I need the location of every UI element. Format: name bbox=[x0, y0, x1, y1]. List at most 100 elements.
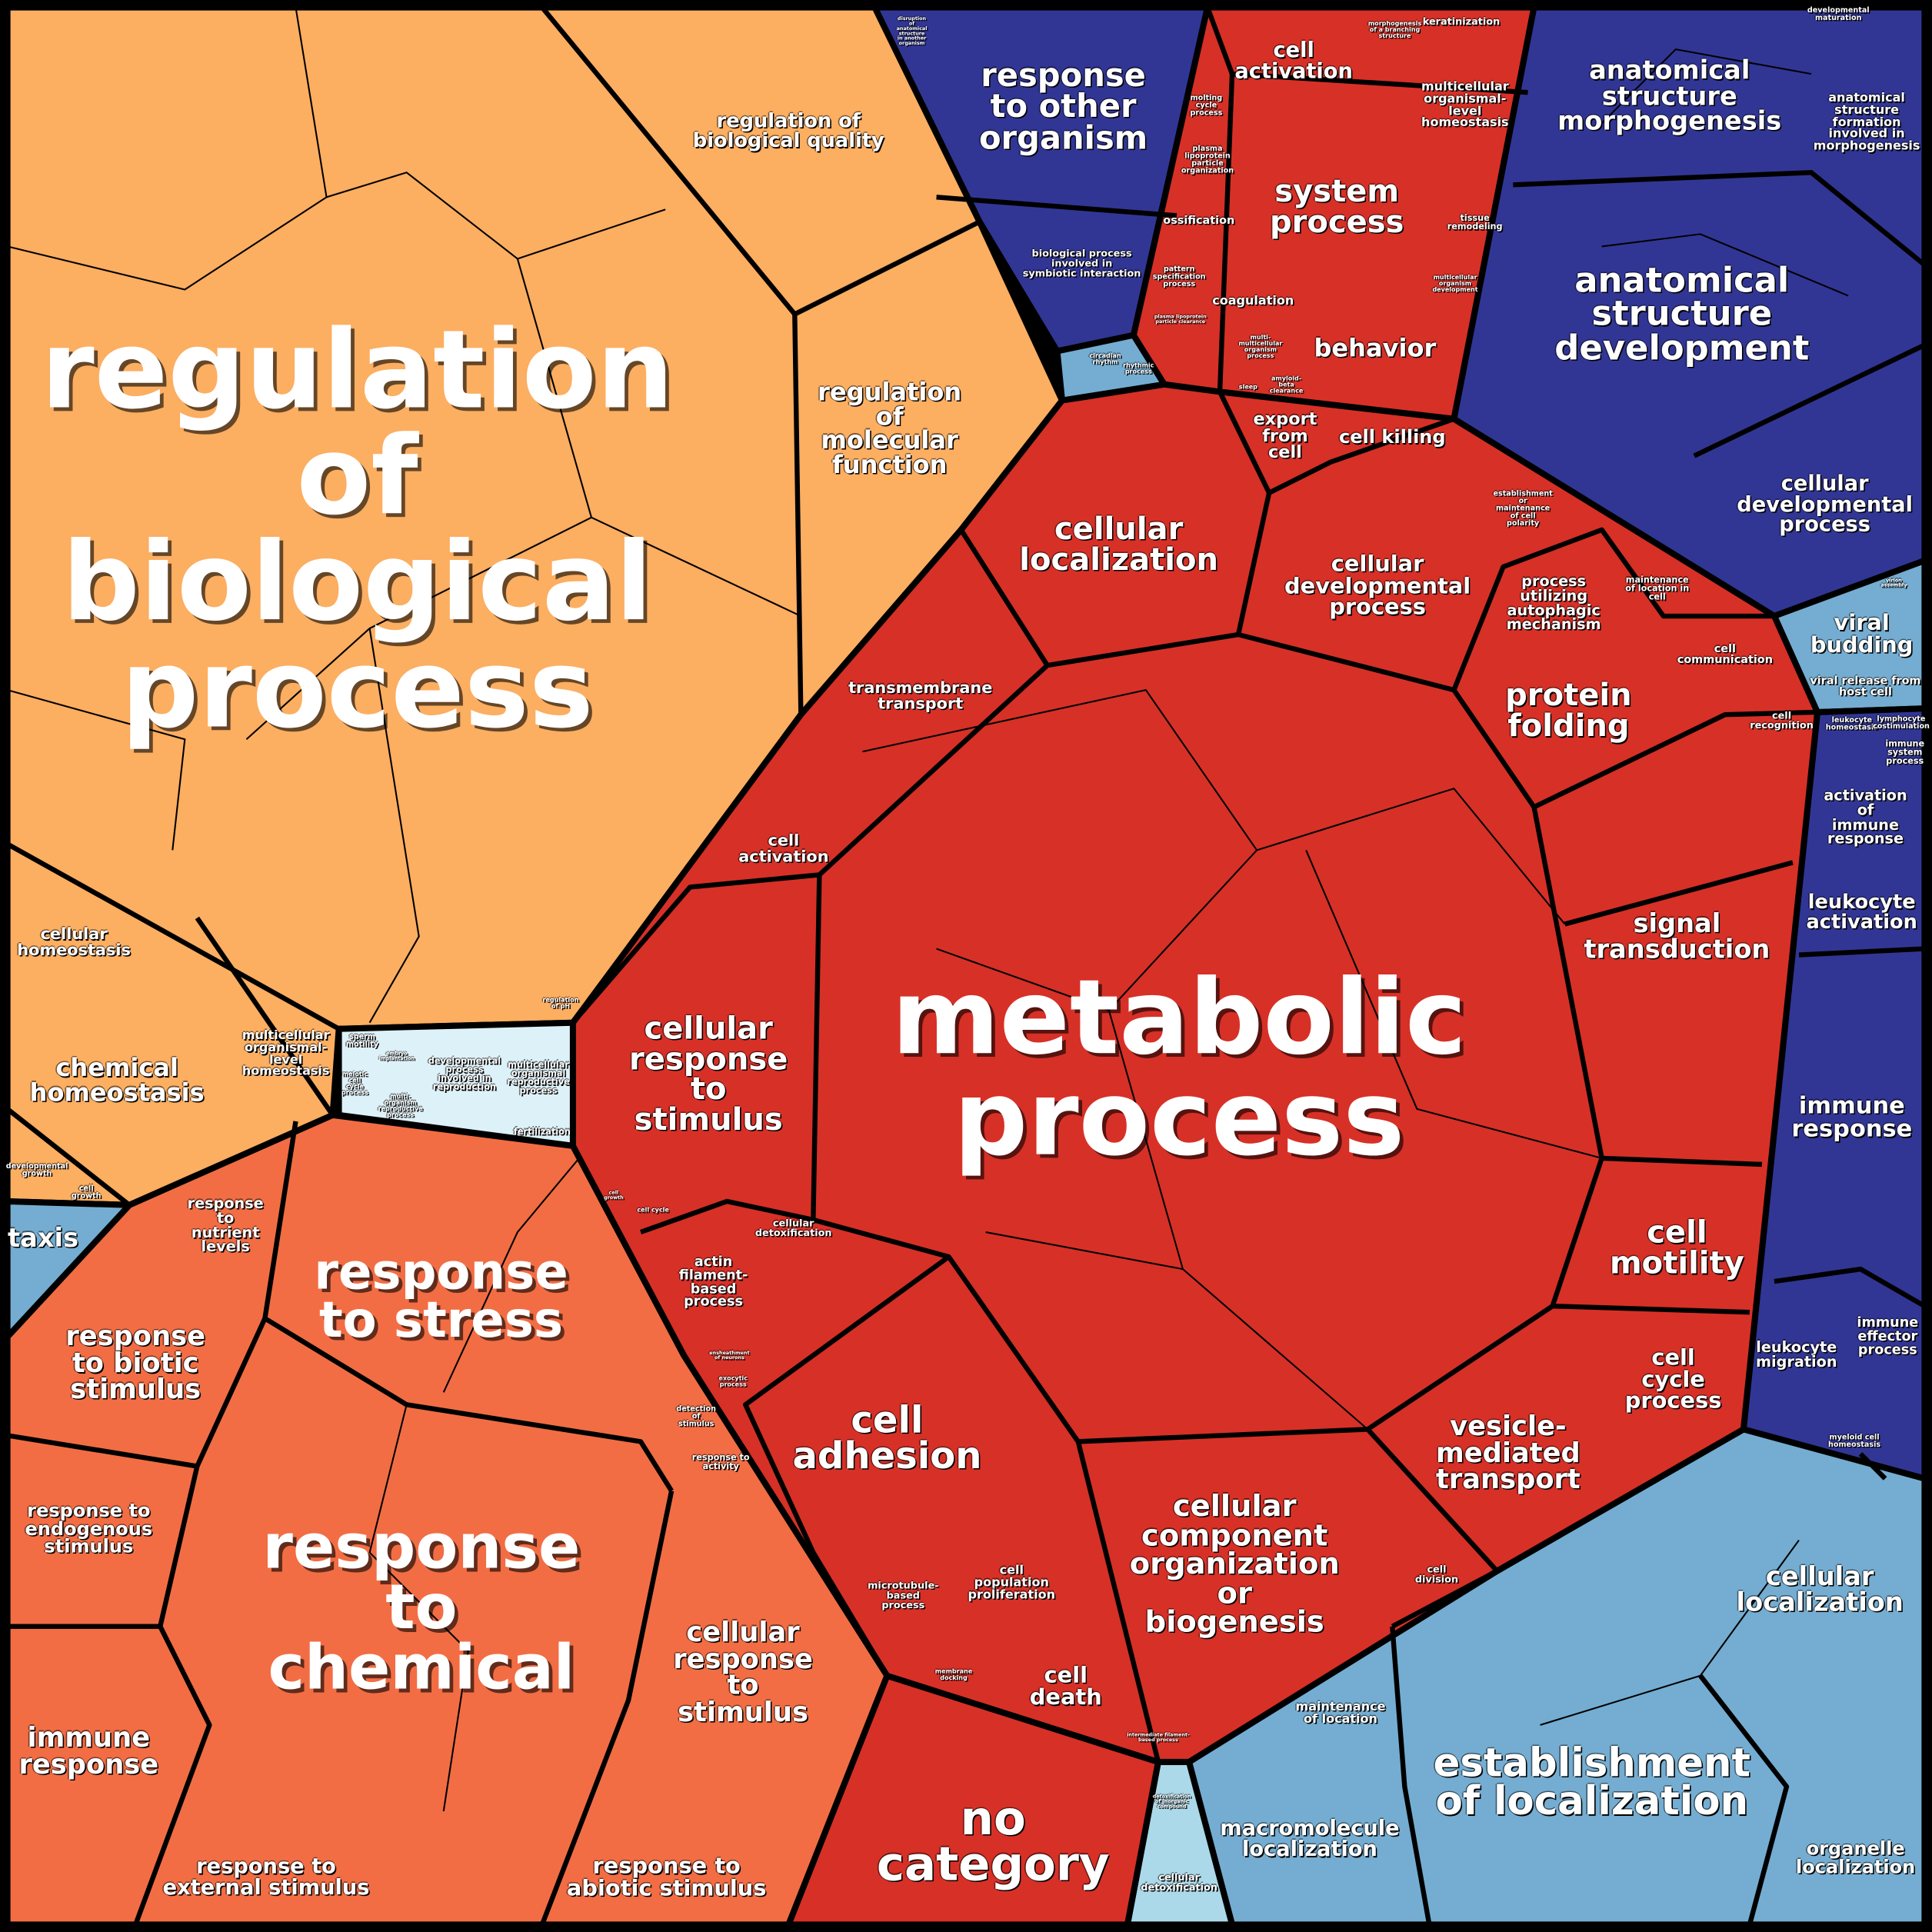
category-label-cell-population-proliferation: cell population proliferation bbox=[968, 1564, 1056, 1602]
category-label-myeloid-cell-homeostasis: myeloid cell homeostasis bbox=[1828, 1433, 1881, 1449]
category-label-cellular-component-organization-or-biogenesis: cellular component organization or bioge… bbox=[1129, 1488, 1340, 1640]
category-label-immune-system-process: immune system process bbox=[1885, 738, 1925, 766]
category-label-response-to-nutrient-levels: response to nutrient levels bbox=[187, 1194, 264, 1256]
category-label-cellular-response-to-stimulus-orange: cellular response to stimulus bbox=[673, 1617, 813, 1728]
category-label-response-to-external-stimulus: response to external stimulus bbox=[162, 1854, 370, 1900]
category-label-protein-folding: protein folding bbox=[1505, 677, 1632, 744]
category-label-morphogenesis-of-a-branching-structure: morphogenesis of a branching structure bbox=[1367, 20, 1422, 40]
category-label-vesicle-mediated-transport: vesicle- mediated transport bbox=[1436, 1411, 1581, 1496]
category-label-response-to-endogenous-stimulus: response to endogenous stimulus bbox=[25, 1499, 153, 1558]
category-label-cellular-detoxification-red: cellular detoxification bbox=[754, 1217, 832, 1239]
category-label-response-to-abiotic-stimulus: response to abiotic stimulus bbox=[566, 1854, 767, 1901]
category-label-response-to-chemical: response to chemical bbox=[262, 1511, 581, 1704]
category-label-multicellular-organismal-level-homeostasis-orange: multicellular organismal- level homeosta… bbox=[242, 1029, 330, 1080]
category-label-plasma-lipoprotein-particle-organization: plasma lipoprotein particle organization bbox=[1181, 144, 1234, 175]
category-label-regulation-of-molecular-function: regulation of molecular function bbox=[818, 376, 962, 479]
category-label-disruption-of-anatomical-structure: disruption of anatomical structure in an… bbox=[896, 15, 928, 45]
category-label-developmental-growth: developmental growth bbox=[5, 1161, 68, 1178]
category-label-viral-budding: viral budding bbox=[1810, 610, 1914, 658]
category-label-circadian-rhythm: circadian rhythm bbox=[1089, 352, 1121, 366]
category-label-activation-of-immune-response: activation of immune response bbox=[1824, 786, 1907, 848]
category-label-behavior: behavior bbox=[1314, 332, 1437, 363]
category-label-detection-of-stimulus: detection of stimulus bbox=[676, 1404, 716, 1428]
category-label-anatomical-structure-development: anatomical structure development bbox=[1554, 259, 1810, 368]
category-label-system-process: system process bbox=[1269, 173, 1404, 239]
category-label-cell-motility: cell motility bbox=[1609, 1214, 1744, 1281]
category-label-anatomical-structure-formation-involved-in-morphogenesis: anatomical structure formation involved … bbox=[1813, 92, 1920, 154]
category-label-cellular-homeostasis: cellular homeostasis bbox=[17, 925, 131, 960]
category-label-ossification: ossification bbox=[1163, 215, 1235, 228]
category-label-regulation-of-biological-quality: regulation of biological quality bbox=[692, 108, 884, 152]
category-label-actin-filament-based-process: actin filament- based process bbox=[678, 1254, 748, 1310]
category-label-membrane-docking: membrane docking bbox=[934, 1668, 973, 1682]
category-label-cellular-localization-red: cellular localization bbox=[1019, 511, 1219, 577]
category-label-cell-growth-orange: cell growth bbox=[71, 1184, 102, 1201]
sub-borders bbox=[5, 5, 1927, 1926]
category-label-establishment-of-localization: establishment of localization bbox=[1433, 1739, 1751, 1825]
category-label-ensheathment-of-neurons: ensheathment of neurons bbox=[709, 1349, 750, 1361]
category-label-tissue-remodeling: tissue remodeling bbox=[1447, 213, 1503, 232]
category-label-multi-multicellular-organism-process: multi- multicellular organism process bbox=[1238, 334, 1283, 360]
category-label-cellular-detoxification-sky: cellular detoxification bbox=[1141, 1871, 1217, 1893]
category-label-cell-activation-red: cell activation bbox=[738, 831, 829, 867]
category-label-immune-response-blue: immune response bbox=[1791, 1092, 1913, 1143]
category-label-meiotic-cell-cycle-process: meiotic cell cycle process bbox=[341, 1071, 368, 1097]
category-label-cellular-developmental-process-blue: cellular developmental process bbox=[1737, 471, 1913, 538]
category-label-lymphocyte-costimulation: lymphocyte costimulation bbox=[1873, 715, 1930, 731]
category-label-anatomical-structure-morphogenesis: anatomical structure morphogenesis bbox=[1557, 55, 1782, 136]
category-label-metabolic-process: metabolic process bbox=[891, 957, 1467, 1180]
category-label-amyloid-beta-clearance: amyloid- beta clearance bbox=[1269, 375, 1304, 395]
category-label-cell-adhesion: cell adhesion bbox=[792, 1399, 982, 1479]
category-label-no-category: no category bbox=[876, 1790, 1110, 1892]
category-label-immune-response-orange: immune response bbox=[18, 1723, 159, 1780]
category-label-multicellular-organismal-level-homeostasis-red: multicellular organismal- level homeosta… bbox=[1421, 80, 1509, 131]
category-label-transmembrane-transport: transmembrane transport bbox=[848, 679, 993, 714]
category-label-embryo-implantation: embryo implantation bbox=[378, 1050, 415, 1061]
category-label-leukocyte-migration: leukocyte migration bbox=[1756, 1338, 1837, 1371]
category-label-exocytic-process: exocytic process bbox=[718, 1375, 748, 1389]
category-label-response-to-biotic-stimulus: response to biotic stimulus bbox=[65, 1321, 206, 1406]
category-label-export-from-cell: export from cell bbox=[1253, 409, 1317, 464]
category-label-response-to-activity: response to activity bbox=[691, 1453, 750, 1471]
category-label-cell-activation-top: cell activation bbox=[1234, 38, 1353, 84]
category-label-cellular-response-to-stimulus-red: cellular response to stimulus bbox=[628, 1010, 788, 1137]
category-label-cellular-developmental-process-red: cellular developmental process bbox=[1284, 551, 1471, 621]
category-label-macromolecule-localization: macromolecule localization bbox=[1220, 1816, 1400, 1862]
category-label-maintenance-of-location: maintenance of location bbox=[1295, 1700, 1386, 1727]
category-label-signal-transduction: signal transduction bbox=[1584, 908, 1770, 964]
category-label-maintenance-of-location-in-cell: maintenance of location in cell bbox=[1625, 575, 1690, 602]
category-label-cell-division: cell division bbox=[1414, 1564, 1459, 1585]
category-label-developmental-maturation: developmental maturation bbox=[1807, 6, 1870, 22]
category-label-pattern-specification-process: pattern specification process bbox=[1152, 265, 1206, 288]
category-label-cell-recognition: cell recognition bbox=[1750, 710, 1814, 731]
category-label-establishment-or-maintenance-of-cell-polarity: establishment or maintenance of cell pol… bbox=[1493, 489, 1553, 528]
category-label-cell-communication: cell communication bbox=[1677, 643, 1773, 667]
category-label-multicellular-organism-development: multicellular organism development bbox=[1432, 274, 1478, 294]
category-label-intermediate-filament-based-process: intermediate filament- based process bbox=[1127, 1731, 1190, 1743]
category-label-cell-killing: cell killing bbox=[1338, 425, 1446, 448]
category-label-detoxification-of-inorganic-compound: detoxification of inorganic compound bbox=[1152, 1793, 1191, 1809]
category-label-cellular-localization-lightblue: cellular localization bbox=[1736, 1561, 1904, 1617]
category-label-cell-cycle: cell cycle bbox=[637, 1207, 669, 1214]
category-label-sperm-motility: sperm motility bbox=[346, 1032, 378, 1049]
category-label-keratinization: keratinization bbox=[1422, 15, 1501, 28]
category-label-developmental-process-involved-in-reproduction: developmental process involved in reprod… bbox=[428, 1056, 501, 1092]
category-label-cell-death: cell death bbox=[1029, 1662, 1102, 1710]
category-label-biological-process-involved-in-symbiotic-interaction: biological process involved in symbiotic… bbox=[1022, 248, 1141, 278]
category-label-leukocyte-homeostasis: leukocyte homeostasis bbox=[1825, 715, 1878, 732]
category-label-chemical-homeostasis: chemical homeostasis bbox=[29, 1052, 205, 1107]
category-label-leukocyte-activation: leukocyte activation bbox=[1806, 890, 1917, 933]
category-label-plasma-lipoprotein-particle-clearance: plasma lipoprotein particle clearance bbox=[1154, 313, 1207, 325]
category-label-immune-effector-process: immune effector process bbox=[1857, 1314, 1919, 1357]
category-label-response-to-stress: response to stress bbox=[314, 1244, 568, 1350]
category-label-fertilization: fertilization bbox=[513, 1127, 571, 1137]
category-label-coagulation: coagulation bbox=[1212, 295, 1294, 308]
category-label-response-to-other-organism: response to other organism bbox=[978, 57, 1148, 158]
category-label-multicellular-organismal-reproductive-process: multicellular organismal reproductive pr… bbox=[507, 1060, 570, 1095]
category-label-cell-cycle-process: cell cycle process bbox=[1624, 1344, 1722, 1414]
category-label-multi-organism-reproductive-process: multi- organism reproductive process bbox=[378, 1093, 423, 1119]
category-label-sleep: sleep bbox=[1238, 384, 1257, 391]
category-label-regulation-of-ph: regulation of pH bbox=[542, 997, 579, 1011]
